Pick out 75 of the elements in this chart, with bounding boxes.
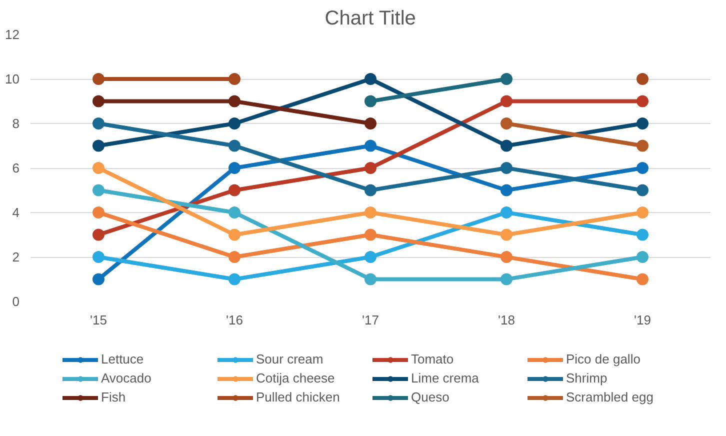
point <box>500 184 512 196</box>
point <box>636 118 648 130</box>
y-tick-label: 12 <box>5 27 20 42</box>
legend-label: Pico de gallo <box>566 352 642 366</box>
legend-label: Lime crema <box>411 370 480 386</box>
point <box>228 73 240 85</box>
point <box>636 273 648 286</box>
point <box>92 228 104 241</box>
legend-label: Lettuce <box>101 352 145 366</box>
point <box>636 73 648 85</box>
point <box>228 251 240 263</box>
point <box>92 118 104 130</box>
point <box>228 228 240 241</box>
point <box>364 118 376 130</box>
x-tick-label: '16 <box>226 312 243 328</box>
point <box>364 251 376 263</box>
point <box>228 162 240 174</box>
point <box>364 73 376 85</box>
point <box>500 140 512 152</box>
point <box>92 73 104 85</box>
x-tick-label: '18 <box>498 312 515 328</box>
legend-label: Cotija cheese <box>256 370 336 386</box>
point <box>636 228 648 241</box>
point <box>364 228 376 241</box>
x-tick-label: '17 <box>362 312 379 328</box>
point <box>228 184 240 196</box>
point <box>92 95 104 108</box>
point <box>636 140 648 152</box>
point <box>500 206 512 218</box>
point <box>364 162 376 174</box>
chart-title: Chart Title <box>324 8 416 30</box>
point <box>500 251 512 263</box>
legend-label: Queso <box>411 390 450 404</box>
point <box>364 95 376 108</box>
point <box>92 206 104 218</box>
point <box>364 184 376 196</box>
point <box>92 162 104 174</box>
point <box>636 184 648 196</box>
legend-label: Fish <box>101 390 127 404</box>
legend-label: Tomato <box>411 352 455 366</box>
y-tick-label: 10 <box>5 72 20 86</box>
y-tick-label: 8 <box>12 116 20 131</box>
y-tick-label: 4 <box>12 205 20 220</box>
point <box>500 73 512 85</box>
point <box>500 162 512 174</box>
legend-label: Sour cream <box>256 352 324 366</box>
point <box>228 140 240 152</box>
point <box>636 206 648 218</box>
point <box>92 273 104 286</box>
point <box>228 118 240 130</box>
point <box>636 95 648 108</box>
y-tick-label: 6 <box>12 160 20 176</box>
point <box>500 273 512 286</box>
x-tick-label: '19 <box>634 312 651 328</box>
point <box>228 95 240 108</box>
x-tick-label: '15 <box>90 312 107 328</box>
point <box>92 251 104 263</box>
y-tick-label: 0 <box>12 294 20 309</box>
point <box>92 140 104 152</box>
point <box>500 228 512 241</box>
legend-label: Scrambled egg <box>566 390 654 404</box>
legend-label: Avocado <box>101 370 152 386</box>
point <box>364 206 376 218</box>
point <box>636 162 648 174</box>
point <box>228 206 240 218</box>
point <box>364 273 376 286</box>
point <box>228 273 240 286</box>
point <box>92 184 104 196</box>
y-tick-label: 2 <box>12 250 20 264</box>
point <box>500 95 512 108</box>
legend-label: Pulled chicken <box>256 390 341 404</box>
point <box>364 140 376 152</box>
point <box>500 118 512 130</box>
point <box>636 251 648 263</box>
legend-label: Shrimp <box>566 370 608 386</box>
